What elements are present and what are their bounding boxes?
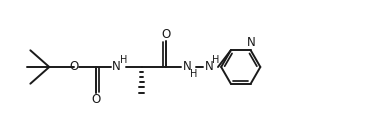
Text: H: H bbox=[212, 55, 220, 65]
Text: N: N bbox=[112, 60, 121, 73]
Text: O: O bbox=[161, 28, 171, 41]
Text: N: N bbox=[182, 60, 191, 74]
Text: O: O bbox=[69, 60, 78, 73]
Text: H: H bbox=[120, 55, 128, 65]
Text: H: H bbox=[190, 69, 197, 79]
Text: O: O bbox=[92, 93, 100, 106]
Text: N: N bbox=[205, 60, 213, 74]
Text: N: N bbox=[247, 36, 256, 49]
